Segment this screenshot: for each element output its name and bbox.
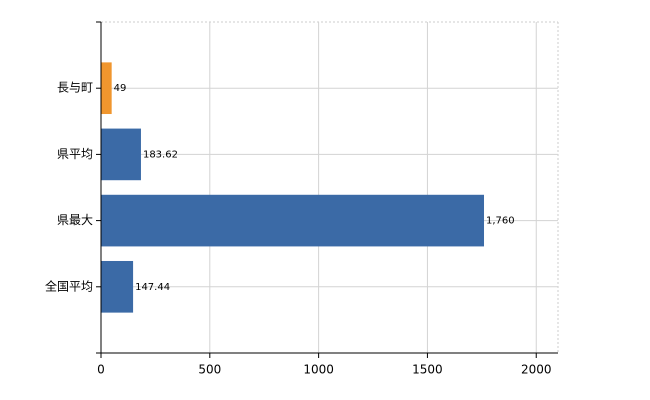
x-tick-label: 500 [198, 363, 221, 377]
y-tick-label: 全国平均 [45, 278, 93, 293]
y-tick-label: 長与町 [57, 81, 93, 95]
value-label: 1,760 [486, 216, 515, 227]
y-tick-label: 県平均 [57, 147, 93, 161]
value-label: 49 [114, 83, 127, 94]
value-label: 183.62 [143, 149, 178, 160]
bar [101, 194, 485, 247]
bar [101, 128, 141, 181]
x-tick-label: 1000 [303, 363, 334, 377]
x-tick-label: 0 [97, 363, 105, 377]
bar [101, 62, 112, 115]
x-tick-label: 1500 [412, 363, 443, 377]
value-label: 147.44 [135, 282, 170, 293]
x-tick-label: 2000 [521, 363, 552, 377]
y-tick-label: 県最大 [57, 213, 93, 227]
bar [101, 260, 134, 313]
